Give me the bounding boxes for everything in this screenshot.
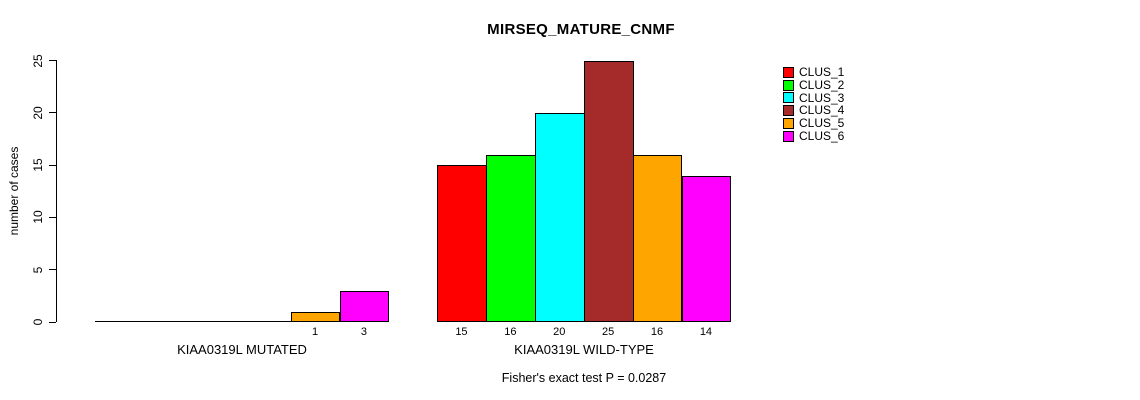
bar-clus_1 xyxy=(437,165,487,322)
legend-row: CLUS_2 xyxy=(783,77,845,92)
bar-clus_5 xyxy=(290,311,341,322)
legend-swatch-clus_3 xyxy=(783,92,794,104)
bar-value-label: 15 xyxy=(455,326,468,338)
legend-swatch-clus_6 xyxy=(783,130,794,142)
bar-clus_2 xyxy=(485,154,536,322)
legend-swatch-clus_1 xyxy=(783,66,794,78)
legend-row: CLUS_4 xyxy=(783,104,844,117)
y-tick-label: 20 xyxy=(31,106,45,120)
y-tick-mark xyxy=(49,216,56,218)
bar-value-label: 1 xyxy=(311,326,319,338)
bar-clus_3 xyxy=(534,112,585,322)
bar-value-label: 20 xyxy=(553,326,566,338)
bar-clus_5 xyxy=(632,154,683,322)
legend-label: CLUS_2 xyxy=(799,77,845,92)
legend-row: CLUS_3 xyxy=(783,90,845,105)
legend-label: CLUS_4 xyxy=(799,103,845,118)
y-tick-label: 25 xyxy=(31,53,45,68)
legend-label: CLUS_3 xyxy=(799,90,845,105)
legend-swatch-clus_4 xyxy=(783,105,794,117)
legend: CLUS_1 CLUS_2 CLUS_3 CLUS_4 CLUS_5 CLUS_6 xyxy=(783,66,844,143)
bar-clus_4 xyxy=(583,60,634,322)
y-tick-mark xyxy=(49,164,56,166)
bar-clus_6 xyxy=(339,290,390,322)
legend-row: CLUS_1 xyxy=(783,66,844,79)
legend-label: CLUS_6 xyxy=(799,128,845,143)
y-tick-mark xyxy=(49,60,56,61)
y-tick-label: 15 xyxy=(31,158,45,172)
y-axis-line xyxy=(56,60,57,322)
footnote-fishers-test: Fisher's exact test P = 0.0287 xyxy=(501,371,667,385)
bar-value-label: 25 xyxy=(602,326,615,338)
legend-row: CLUS_5 xyxy=(783,117,844,130)
y-tick-label: 10 xyxy=(31,210,45,225)
y-tick-label: 5 xyxy=(31,266,45,274)
y-tick-mark xyxy=(49,269,56,271)
chart-title: MIRSEQ_MATURE_CNMF xyxy=(487,21,675,38)
bar-value-label: 16 xyxy=(504,326,517,338)
group-label-mutated: KIAA0319L MUTATED xyxy=(177,342,307,357)
bar-clus_6 xyxy=(681,175,732,322)
y-tick-mark xyxy=(49,321,56,323)
legend-label: CLUS_1 xyxy=(799,65,845,79)
y-tick-label: 0 xyxy=(31,318,45,326)
group-baseline xyxy=(95,321,390,322)
legend-swatch-clus_5 xyxy=(783,118,794,130)
bar-value-label: 14 xyxy=(699,326,713,338)
legend-swatch-clus_2 xyxy=(783,79,794,91)
bar-value-label: 3 xyxy=(360,326,367,338)
y-tick-mark xyxy=(49,112,56,114)
legend-label: CLUS_5 xyxy=(799,116,845,131)
y-axis-label: number of cases xyxy=(7,146,21,236)
group-label-wild-type: KIAA0319L WILD-TYPE xyxy=(514,342,654,357)
bar-value-label: 16 xyxy=(650,326,664,338)
legend-row: CLUS_6 xyxy=(783,130,844,143)
